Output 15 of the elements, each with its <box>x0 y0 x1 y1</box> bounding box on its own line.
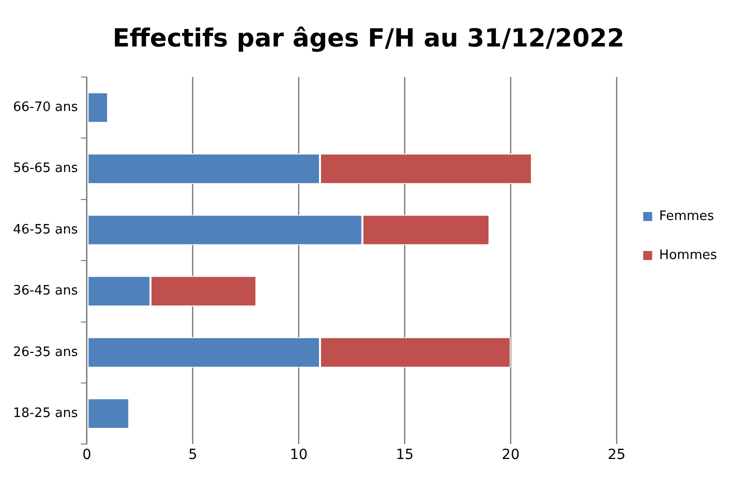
y-tick-label: 66-70 ans <box>12 100 78 115</box>
x-tick-label: 5 <box>188 447 198 464</box>
chart-title: Effectifs par âges F/H au 31/12/2022 <box>112 24 624 52</box>
y-tick-label: 36-45 ans <box>12 284 78 299</box>
y-tick-label: 26-35 ans <box>12 344 78 360</box>
x-tick-label: 0 <box>82 447 92 464</box>
legend-label: Hommes <box>659 248 718 263</box>
x-tick-label: 25 <box>608 447 626 464</box>
y-tick-label: 46-55 ans <box>12 222 78 238</box>
x-tick-label: 20 <box>502 447 520 464</box>
legend-label: Femmes <box>659 208 714 224</box>
y-tick-label: 56-65 ans <box>12 161 78 176</box>
x-tick-label: 15 <box>396 447 414 464</box>
x-tick-label: 10 <box>290 447 308 464</box>
y-tick-label: 18-25 ans <box>12 406 78 421</box>
